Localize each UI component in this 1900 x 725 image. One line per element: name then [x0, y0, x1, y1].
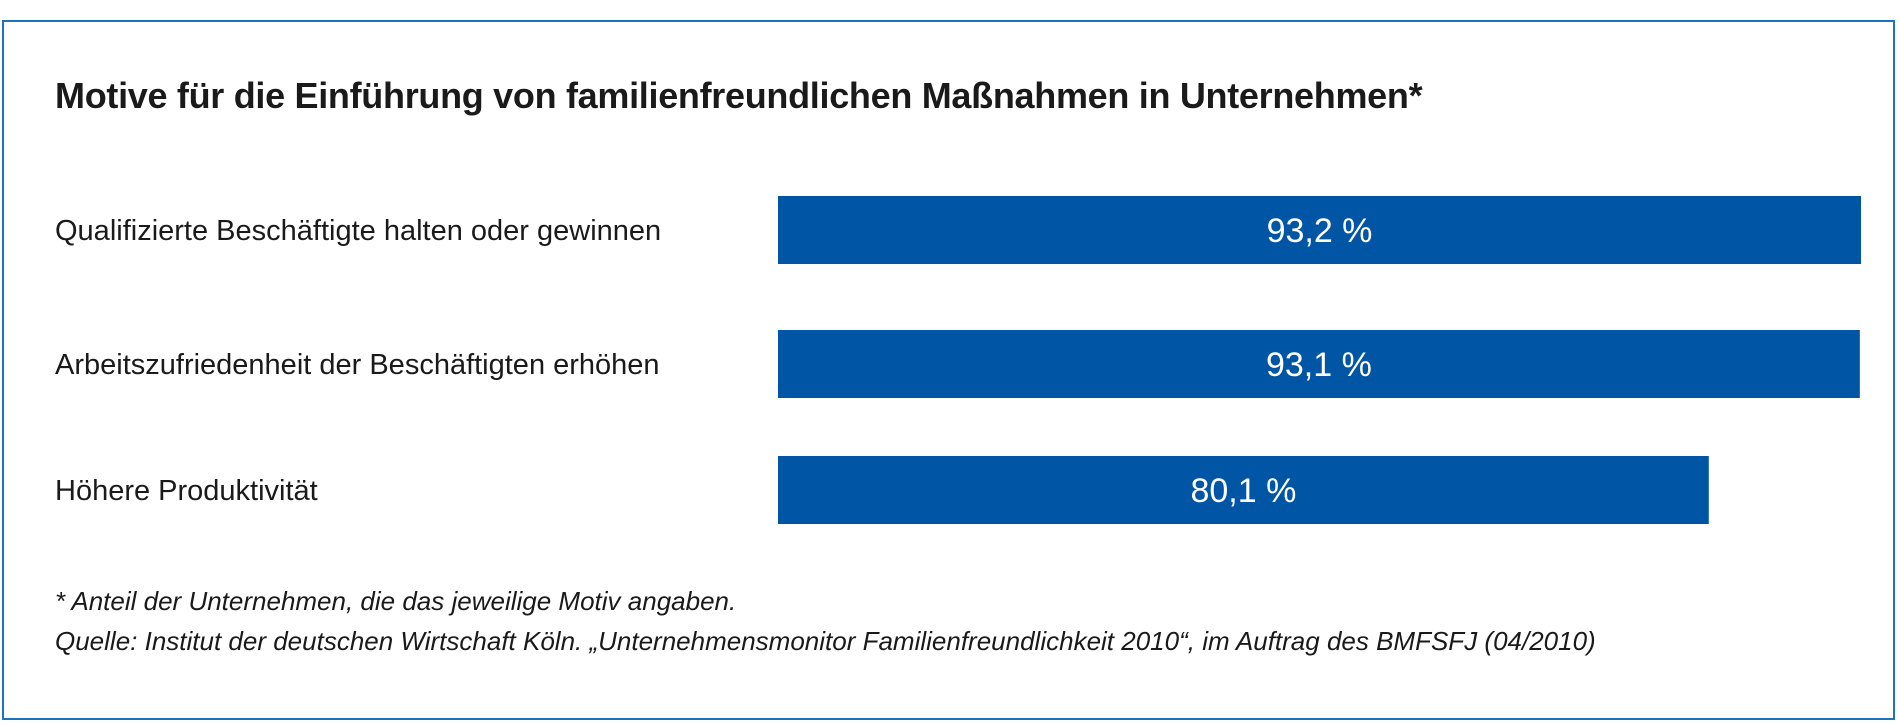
chart-title: Motive für die Einführung von familienfr… [55, 75, 1423, 116]
category-label: Qualifizierte Beschäftigte halten oder g… [55, 215, 661, 247]
bar [778, 196, 1861, 264]
footnote-source: Quelle: Institut der deutschen Wirtschaf… [55, 626, 1596, 656]
bar-value-label: 93,2 % [1267, 212, 1373, 250]
category-label: Höhere Produktivität [55, 475, 318, 507]
bar [778, 456, 1709, 524]
category-label: Arbeitszufriedenheit der Beschäftigten e… [55, 349, 660, 381]
bar [778, 330, 1860, 398]
bar-value-label: 80,1 % [1190, 472, 1296, 510]
bar-value-label: 93,1 % [1266, 346, 1372, 384]
footnote-note: * Anteil der Unternehmen, die das jeweil… [55, 586, 737, 616]
